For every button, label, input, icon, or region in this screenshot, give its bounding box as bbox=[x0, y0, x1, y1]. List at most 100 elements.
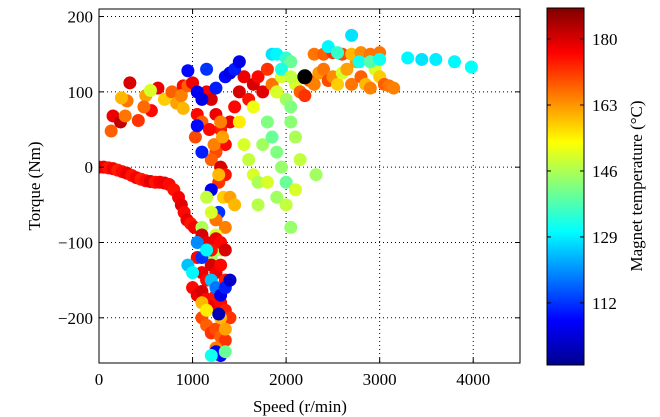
data-point bbox=[340, 62, 354, 76]
data-point bbox=[270, 190, 284, 204]
data-point bbox=[218, 220, 232, 234]
data-point bbox=[212, 307, 226, 321]
data-point bbox=[331, 46, 345, 60]
data-point bbox=[118, 109, 132, 123]
data-point bbox=[200, 243, 214, 257]
data-point bbox=[204, 153, 218, 167]
data-point bbox=[288, 130, 302, 144]
y-tick-label: 0 bbox=[85, 158, 94, 177]
data-point bbox=[176, 101, 190, 115]
data-point bbox=[137, 100, 151, 114]
data-point bbox=[218, 322, 232, 336]
colorbar-tick-label: 112 bbox=[592, 294, 617, 313]
data-point bbox=[448, 55, 462, 69]
data-point bbox=[232, 85, 246, 99]
data-point bbox=[284, 100, 298, 114]
data-point bbox=[188, 130, 202, 144]
x-tick-label: 4000 bbox=[456, 370, 490, 389]
data-point bbox=[195, 145, 209, 159]
data-point bbox=[265, 130, 279, 144]
x-tick-label: 0 bbox=[95, 370, 104, 389]
data-point bbox=[218, 243, 232, 257]
colorbar bbox=[546, 7, 585, 366]
x-tick-label: 3000 bbox=[363, 370, 397, 389]
y-tick-label: 100 bbox=[68, 83, 94, 102]
data-point bbox=[214, 115, 228, 129]
data-point bbox=[204, 92, 218, 106]
data-point bbox=[352, 55, 366, 69]
data-point bbox=[190, 85, 204, 99]
data-point bbox=[190, 235, 204, 249]
data-point bbox=[232, 115, 246, 129]
data-point bbox=[284, 115, 298, 129]
highlight-point-layer bbox=[297, 69, 313, 85]
data-point bbox=[200, 303, 214, 317]
data-point bbox=[218, 333, 232, 347]
data-point bbox=[256, 85, 270, 99]
data-point bbox=[270, 85, 284, 99]
data-point bbox=[204, 205, 218, 219]
data-point bbox=[288, 183, 302, 197]
data-point bbox=[279, 198, 293, 212]
x-tick-label: 2000 bbox=[269, 370, 303, 389]
x-tick-label: 1000 bbox=[176, 370, 210, 389]
data-points bbox=[99, 28, 478, 362]
y-tick-label: 200 bbox=[68, 8, 94, 27]
data-point bbox=[279, 175, 293, 189]
data-point bbox=[331, 77, 345, 91]
data-point bbox=[209, 81, 223, 95]
data-point bbox=[429, 52, 443, 66]
data-point bbox=[401, 51, 415, 65]
data-point bbox=[131, 113, 145, 127]
data-point bbox=[202, 123, 216, 137]
highlight-point bbox=[297, 69, 313, 85]
data-point bbox=[212, 168, 226, 182]
data-point bbox=[387, 81, 401, 95]
colorbar-tick-label: 146 bbox=[592, 162, 618, 181]
x-ticks: 0 1000 2000 3000 4000 bbox=[95, 9, 490, 389]
data-point bbox=[260, 62, 274, 76]
colorbar-tick-label: 163 bbox=[592, 96, 618, 115]
data-point bbox=[200, 190, 214, 204]
data-point bbox=[181, 64, 195, 78]
data-point bbox=[363, 81, 377, 95]
data-point bbox=[228, 198, 242, 212]
data-point bbox=[260, 115, 274, 129]
data-point bbox=[114, 91, 128, 105]
data-point bbox=[309, 168, 323, 182]
data-point bbox=[242, 153, 256, 167]
data-point bbox=[204, 348, 218, 362]
data-point bbox=[373, 52, 387, 66]
data-point bbox=[251, 198, 265, 212]
data-point bbox=[260, 175, 274, 189]
data-point bbox=[284, 220, 298, 234]
data-point bbox=[317, 62, 331, 76]
data-point bbox=[123, 76, 137, 90]
data-point bbox=[251, 70, 265, 84]
data-point bbox=[274, 160, 288, 174]
data-point bbox=[223, 115, 237, 129]
data-point bbox=[218, 345, 232, 359]
y-ticks: −200 −100 0 100 200 bbox=[58, 8, 520, 328]
data-point bbox=[321, 40, 335, 54]
data-point bbox=[237, 138, 251, 152]
data-point bbox=[228, 100, 242, 114]
data-point bbox=[215, 130, 229, 144]
x-axis-label: Speed (r/min) bbox=[253, 397, 347, 416]
data-point bbox=[214, 258, 228, 272]
colorbar-ticks: 112 129 146 163 180 bbox=[547, 30, 618, 313]
data-point bbox=[298, 89, 312, 103]
data-point bbox=[143, 83, 157, 97]
colorbar-tick-label: 129 bbox=[592, 228, 618, 247]
data-point bbox=[345, 77, 359, 91]
data-point bbox=[186, 266, 200, 280]
data-point bbox=[207, 138, 221, 152]
data-point bbox=[415, 52, 429, 66]
data-point bbox=[345, 28, 359, 42]
data-point bbox=[284, 55, 298, 69]
data-point bbox=[232, 55, 246, 69]
data-point bbox=[251, 175, 265, 189]
data-point bbox=[256, 138, 270, 152]
data-point bbox=[307, 47, 321, 61]
